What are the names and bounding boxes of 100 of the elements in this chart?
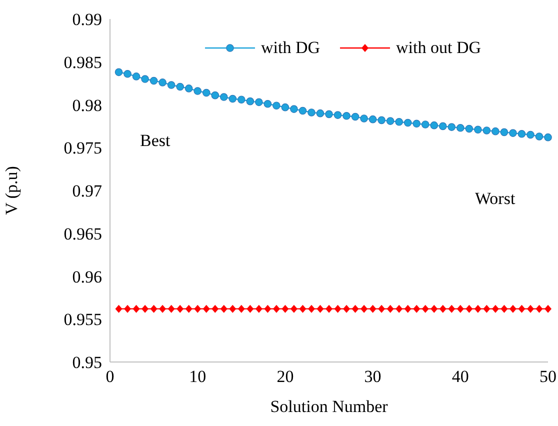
point [404, 304, 412, 313]
point [343, 304, 350, 313]
point [281, 103, 290, 112]
y-tick-label: 0.98 [72, 96, 102, 115]
point [115, 304, 122, 313]
point [167, 81, 176, 89]
point [334, 111, 342, 119]
y-tick-label: 0.985 [64, 52, 102, 72]
point [185, 304, 192, 313]
point [474, 304, 482, 313]
point [352, 304, 359, 313]
point [308, 108, 316, 116]
point [448, 123, 456, 131]
x-axis-title: Solution Number [270, 397, 388, 416]
point [544, 133, 552, 142]
point [326, 304, 332, 313]
point [466, 304, 473, 313]
point [316, 304, 324, 313]
point [238, 304, 245, 313]
point [492, 304, 499, 313]
point [544, 304, 552, 313]
point [439, 304, 446, 313]
point [272, 102, 280, 110]
annotation: Best [140, 131, 170, 150]
point [474, 126, 482, 134]
x-tick-label: 40 [452, 367, 469, 386]
point [492, 127, 500, 136]
y-axis-title: V (p.u) [2, 166, 21, 215]
point [518, 130, 526, 138]
point [500, 304, 508, 313]
point [220, 93, 228, 101]
point [360, 304, 368, 313]
point [482, 126, 491, 134]
point [142, 304, 149, 313]
point [202, 88, 210, 97]
point [124, 304, 132, 313]
point [483, 304, 490, 313]
point [246, 304, 254, 313]
point [378, 304, 386, 313]
point [150, 76, 158, 85]
point [159, 304, 166, 313]
point [526, 130, 534, 139]
point [378, 116, 386, 124]
point [290, 304, 298, 313]
point [456, 124, 464, 132]
point [456, 304, 464, 313]
point [396, 304, 403, 313]
point [412, 120, 420, 128]
point [369, 304, 376, 313]
point [536, 304, 543, 313]
legend-label: with out DG [396, 38, 481, 57]
point [124, 70, 132, 78]
annotation: Worst [475, 189, 516, 208]
point [212, 304, 219, 313]
point [255, 304, 262, 313]
point [184, 84, 193, 92]
point [176, 304, 184, 313]
x-tick-label: 50 [540, 367, 556, 386]
point [316, 109, 324, 118]
point [264, 304, 272, 313]
point [272, 304, 280, 313]
point [368, 115, 377, 124]
point [176, 82, 184, 91]
point [430, 121, 438, 130]
point [264, 100, 272, 108]
point [438, 122, 447, 130]
point [229, 304, 236, 313]
point [465, 124, 474, 133]
y-tick-label: 0.95 [72, 353, 102, 372]
point [535, 132, 544, 140]
y-tick-label: 0.975 [64, 138, 102, 158]
legend-label: with DG [261, 38, 320, 57]
y-tick-label: 0.96 [72, 267, 102, 286]
y-tick-label: 0.965 [64, 224, 102, 244]
point [299, 304, 306, 313]
point [298, 106, 307, 115]
point [395, 118, 403, 126]
point [246, 97, 254, 106]
x-tick-label: 10 [189, 367, 206, 386]
point [141, 75, 149, 83]
point [211, 91, 220, 100]
point [421, 120, 430, 128]
point [194, 304, 202, 313]
point [202, 304, 210, 313]
point [334, 304, 342, 313]
y-tick-label: 0.955 [64, 310, 102, 330]
point [386, 117, 394, 125]
point [509, 304, 516, 313]
point [325, 110, 333, 118]
point [308, 304, 315, 313]
point [282, 304, 289, 313]
y-tick-label: 0.99 [72, 10, 102, 29]
point [114, 68, 123, 76]
point [158, 78, 166, 86]
point [360, 114, 368, 122]
point [422, 304, 429, 313]
point [526, 304, 534, 313]
point [509, 129, 517, 137]
point [220, 304, 228, 313]
point [430, 304, 438, 313]
